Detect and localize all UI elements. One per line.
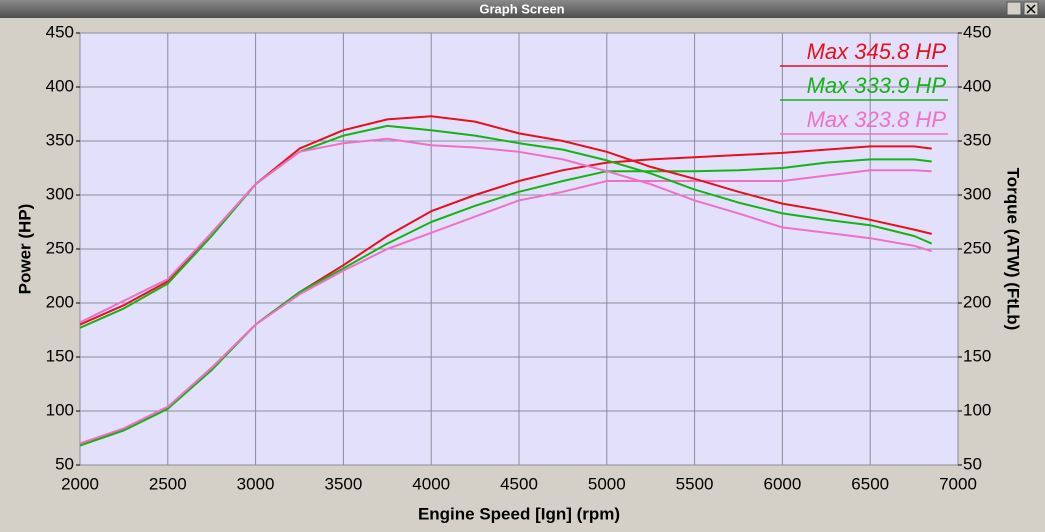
labels: 2000 2500 3000 3500 4000 4500 5000 5500 6000 6500…: [15, 22, 1022, 523]
y2-tick-label: 250: [963, 238, 991, 257]
x-tick-label: 6000: [763, 474, 801, 493]
y2-axis-label: Torque (ATW) (FtLb): [1004, 168, 1023, 331]
y-tick-label: 50: [55, 454, 74, 473]
y2-tick-label: 400: [963, 76, 991, 95]
y-tick-label: 300: [46, 184, 74, 203]
y-tick-label: 400: [46, 76, 74, 95]
y-tick-label: 350: [46, 130, 74, 149]
x-tick-label: 5500: [676, 474, 714, 493]
x-tick-label: 3500: [324, 474, 362, 493]
x-axis-label: Engine Speed [Ign] (rpm): [418, 504, 620, 523]
y2-tick-label: 100: [963, 400, 991, 419]
grid: [79, 32, 959, 466]
x-tick-label: 6500: [851, 474, 889, 493]
y2-tick-label: 300: [963, 184, 991, 203]
x-tick-label: 4000: [412, 474, 450, 493]
y-tick-label: 250: [46, 238, 74, 257]
restore-button[interactable]: [1006, 1, 1022, 16]
lines: [79, 115, 933, 447]
y-tick-label: 100: [46, 400, 74, 419]
x-tick-label: 2000: [61, 474, 99, 493]
close-icon: [1026, 4, 1036, 14]
curve: [79, 169, 932, 445]
y-tick-label: 200: [46, 292, 74, 311]
y-tick-label: 450: [46, 22, 74, 41]
y2-tick-label: 50: [963, 454, 982, 473]
legend-entry: Max 345.8 HP: [807, 39, 947, 64]
x-tick-label: 5000: [588, 474, 626, 493]
curve: [79, 124, 933, 329]
y-tick-label: 150: [46, 346, 74, 365]
y-axis-label: Power (HP): [15, 204, 34, 295]
y2-tick-label: 150: [963, 346, 991, 365]
y2-tick-label: 350: [963, 130, 991, 149]
x-tick-label: 7000: [939, 474, 977, 493]
title-bar: [0, 0, 1045, 18]
y2-tick-label: 450: [963, 22, 991, 41]
curve: [79, 158, 932, 447]
curve: [79, 137, 932, 324]
window-title: Graph Screen: [479, 1, 564, 16]
x-tick-label: 4500: [500, 474, 538, 493]
y2-tick-label: 200: [963, 292, 991, 311]
x-tick-label: 2500: [149, 474, 187, 493]
x-tick-label: 3000: [237, 474, 275, 493]
legend-entry: Max 333.9 HP: [807, 73, 947, 98]
legend-entry: Max 323.8 HP: [807, 107, 947, 132]
